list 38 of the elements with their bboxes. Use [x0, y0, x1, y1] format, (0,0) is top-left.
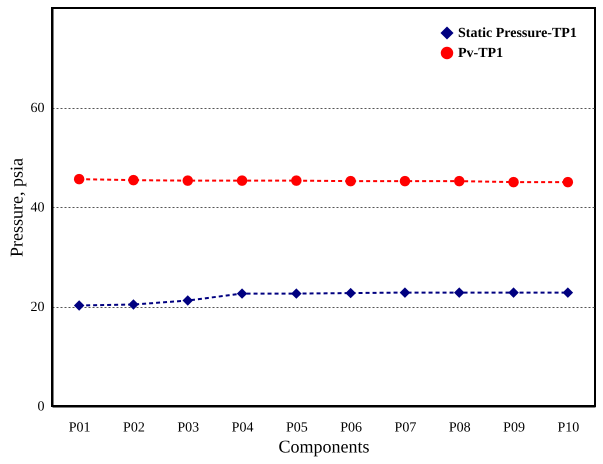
point — [182, 295, 193, 306]
x-tick-label: P09 — [503, 420, 525, 436]
point — [128, 174, 139, 186]
point — [454, 287, 464, 298]
point — [508, 287, 519, 298]
point — [345, 288, 356, 298]
point — [400, 287, 410, 298]
point — [508, 176, 519, 188]
x-axis-title: Components — [278, 436, 370, 456]
point — [291, 288, 302, 299]
point — [74, 174, 84, 184]
x-tick-label: P05 — [286, 420, 308, 436]
x-tick-label: P07 — [394, 420, 416, 436]
legend-label: Static Pressure-TP1 — [458, 26, 577, 41]
x-tick-label: P03 — [177, 420, 200, 436]
point — [236, 175, 248, 186]
legend-label: Pv-TP1 — [458, 46, 504, 61]
point — [562, 287, 574, 298]
point — [562, 176, 574, 188]
y-tick-label: 20 — [30, 300, 44, 315]
point — [182, 175, 193, 186]
point — [345, 176, 356, 186]
point — [454, 176, 464, 186]
x-tick-label: P02 — [123, 420, 145, 436]
y-tick-label: 60 — [30, 101, 44, 116]
y-tick-label: 40 — [30, 200, 44, 216]
point — [400, 176, 410, 186]
point — [74, 300, 84, 311]
x-tick-label: P08 — [448, 420, 471, 436]
x-tick-label: P01 — [68, 420, 91, 436]
x-tick-label: P04 — [232, 420, 254, 436]
y-tick-label: 0 — [38, 400, 44, 414]
x-tick-label: P10 — [557, 420, 580, 436]
point — [128, 299, 139, 310]
y-axis-title: Pressure, psia — [6, 158, 26, 257]
point — [236, 288, 248, 299]
point — [291, 175, 302, 186]
x-tick-label: P06 — [340, 420, 362, 436]
